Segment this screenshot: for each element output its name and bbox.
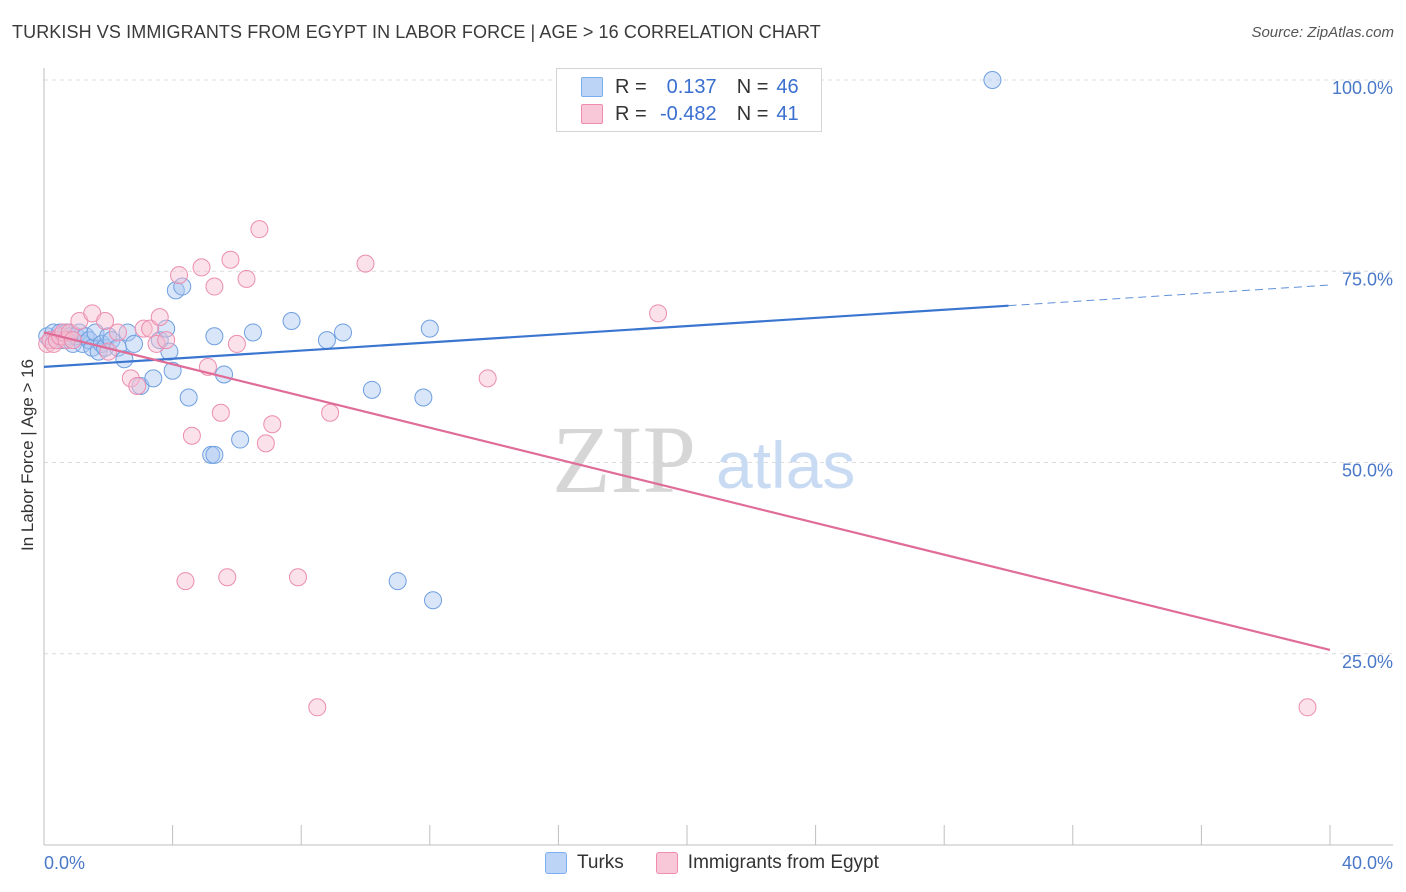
data-point bbox=[147, 334, 166, 353]
data-point bbox=[96, 311, 115, 330]
data-point bbox=[205, 327, 224, 346]
legend-r-label: R = bbox=[615, 102, 647, 125]
legend-n-label: N = bbox=[736, 75, 769, 98]
data-point bbox=[388, 572, 407, 591]
legend-n-value: 41 bbox=[776, 102, 799, 125]
data-point bbox=[231, 430, 250, 449]
trend-line bbox=[43, 331, 1331, 651]
data-point bbox=[121, 369, 140, 388]
data-point bbox=[420, 319, 439, 338]
data-point bbox=[182, 426, 201, 445]
axes bbox=[43, 68, 1393, 846]
y-tick-label: 100.0% bbox=[1332, 78, 1393, 98]
data-point bbox=[176, 572, 195, 591]
legend-swatch-turks bbox=[581, 77, 603, 97]
data-point bbox=[144, 369, 163, 388]
trend-line-extension bbox=[1008, 284, 1331, 307]
data-point bbox=[163, 361, 182, 380]
data-point bbox=[478, 369, 497, 388]
data-point bbox=[108, 323, 127, 342]
data-point bbox=[288, 568, 307, 587]
bottom-legend-label-egypt: Immigrants from Egypt bbox=[687, 852, 879, 873]
legend-n-value: 46 bbox=[776, 75, 799, 98]
data-point bbox=[256, 434, 275, 453]
x-tick-label-min: 0.0% bbox=[44, 853, 85, 873]
data-point bbox=[424, 591, 443, 610]
gridlines bbox=[44, 79, 1393, 655]
legend: R = 0.137 N = 46 R = -0.482 N = 41 bbox=[556, 68, 822, 132]
bottom-legend-swatch-turks bbox=[545, 852, 567, 874]
chart-title: TURKISH VS IMMIGRANTS FROM EGYPT IN LABO… bbox=[12, 22, 821, 42]
data-point bbox=[237, 269, 256, 288]
legend-swatch-egypt bbox=[581, 104, 603, 124]
data-point bbox=[170, 266, 189, 285]
source-label: Source: ZipAtlas.com bbox=[1251, 24, 1394, 41]
data-point bbox=[983, 71, 1002, 89]
watermark: ZIP atlas bbox=[552, 406, 855, 513]
x-tick-label-max: 40.0% bbox=[1342, 853, 1393, 873]
legend-r-value: -0.482 bbox=[659, 102, 717, 125]
data-point bbox=[321, 403, 340, 422]
data-point bbox=[333, 323, 352, 342]
bottom-legend-swatch-egypt bbox=[655, 852, 678, 874]
data-point bbox=[250, 220, 269, 239]
y-tick-label: 75.0% bbox=[1342, 269, 1393, 289]
data-point bbox=[263, 415, 282, 434]
data-point bbox=[125, 334, 144, 353]
data-point bbox=[134, 319, 153, 338]
data-point bbox=[227, 334, 246, 353]
bottom-legend-label-turks: Turks bbox=[577, 852, 624, 873]
data-point bbox=[317, 331, 336, 350]
x-tick-labels: 0.0% 40.0% bbox=[44, 853, 1393, 873]
y-tick-label: 25.0% bbox=[1342, 652, 1393, 672]
data-point bbox=[362, 380, 381, 399]
legend-r-value: 0.137 bbox=[666, 75, 717, 98]
data-point bbox=[1298, 698, 1317, 717]
legend-n-label: N = bbox=[736, 102, 769, 125]
legend-r-label: R = bbox=[615, 75, 647, 98]
data-point bbox=[150, 308, 169, 327]
data-point bbox=[221, 250, 240, 269]
data-point bbox=[99, 342, 118, 361]
data-point bbox=[218, 568, 237, 587]
y-tick-label: 50.0% bbox=[1342, 461, 1393, 481]
data-point bbox=[308, 698, 327, 717]
data-point bbox=[179, 388, 198, 407]
legend-row-turks: R = 0.137 N = 46 bbox=[581, 74, 799, 100]
data-point bbox=[211, 403, 230, 422]
data-point bbox=[205, 445, 224, 464]
bottom-legend-turks: Turks bbox=[545, 852, 624, 874]
data-point bbox=[414, 388, 433, 407]
data-point bbox=[157, 331, 176, 350]
bottom-legend: Turks Immigrants from Egypt bbox=[545, 852, 911, 874]
watermark-atlas: atlas bbox=[716, 428, 855, 502]
data-point bbox=[205, 277, 224, 296]
watermark-zip: ZIP bbox=[552, 406, 696, 513]
data-point bbox=[243, 323, 262, 342]
y-tick-labels: 25.0% 50.0% 75.0% 100.0% bbox=[1332, 78, 1393, 672]
data-point bbox=[141, 319, 160, 338]
bottom-legend-egypt: Immigrants from Egypt bbox=[655, 852, 879, 874]
trend-line bbox=[43, 304, 1009, 368]
data-point bbox=[128, 377, 147, 395]
data-point bbox=[192, 258, 211, 277]
trend-lines bbox=[43, 284, 1331, 651]
data-point bbox=[115, 350, 134, 369]
legend-row-egypt: R = -0.482 N = 41 bbox=[581, 101, 799, 127]
data-point bbox=[173, 277, 192, 296]
data-point bbox=[282, 311, 301, 330]
data-points bbox=[38, 71, 1317, 717]
data-point bbox=[649, 304, 668, 323]
data-point bbox=[356, 254, 375, 273]
